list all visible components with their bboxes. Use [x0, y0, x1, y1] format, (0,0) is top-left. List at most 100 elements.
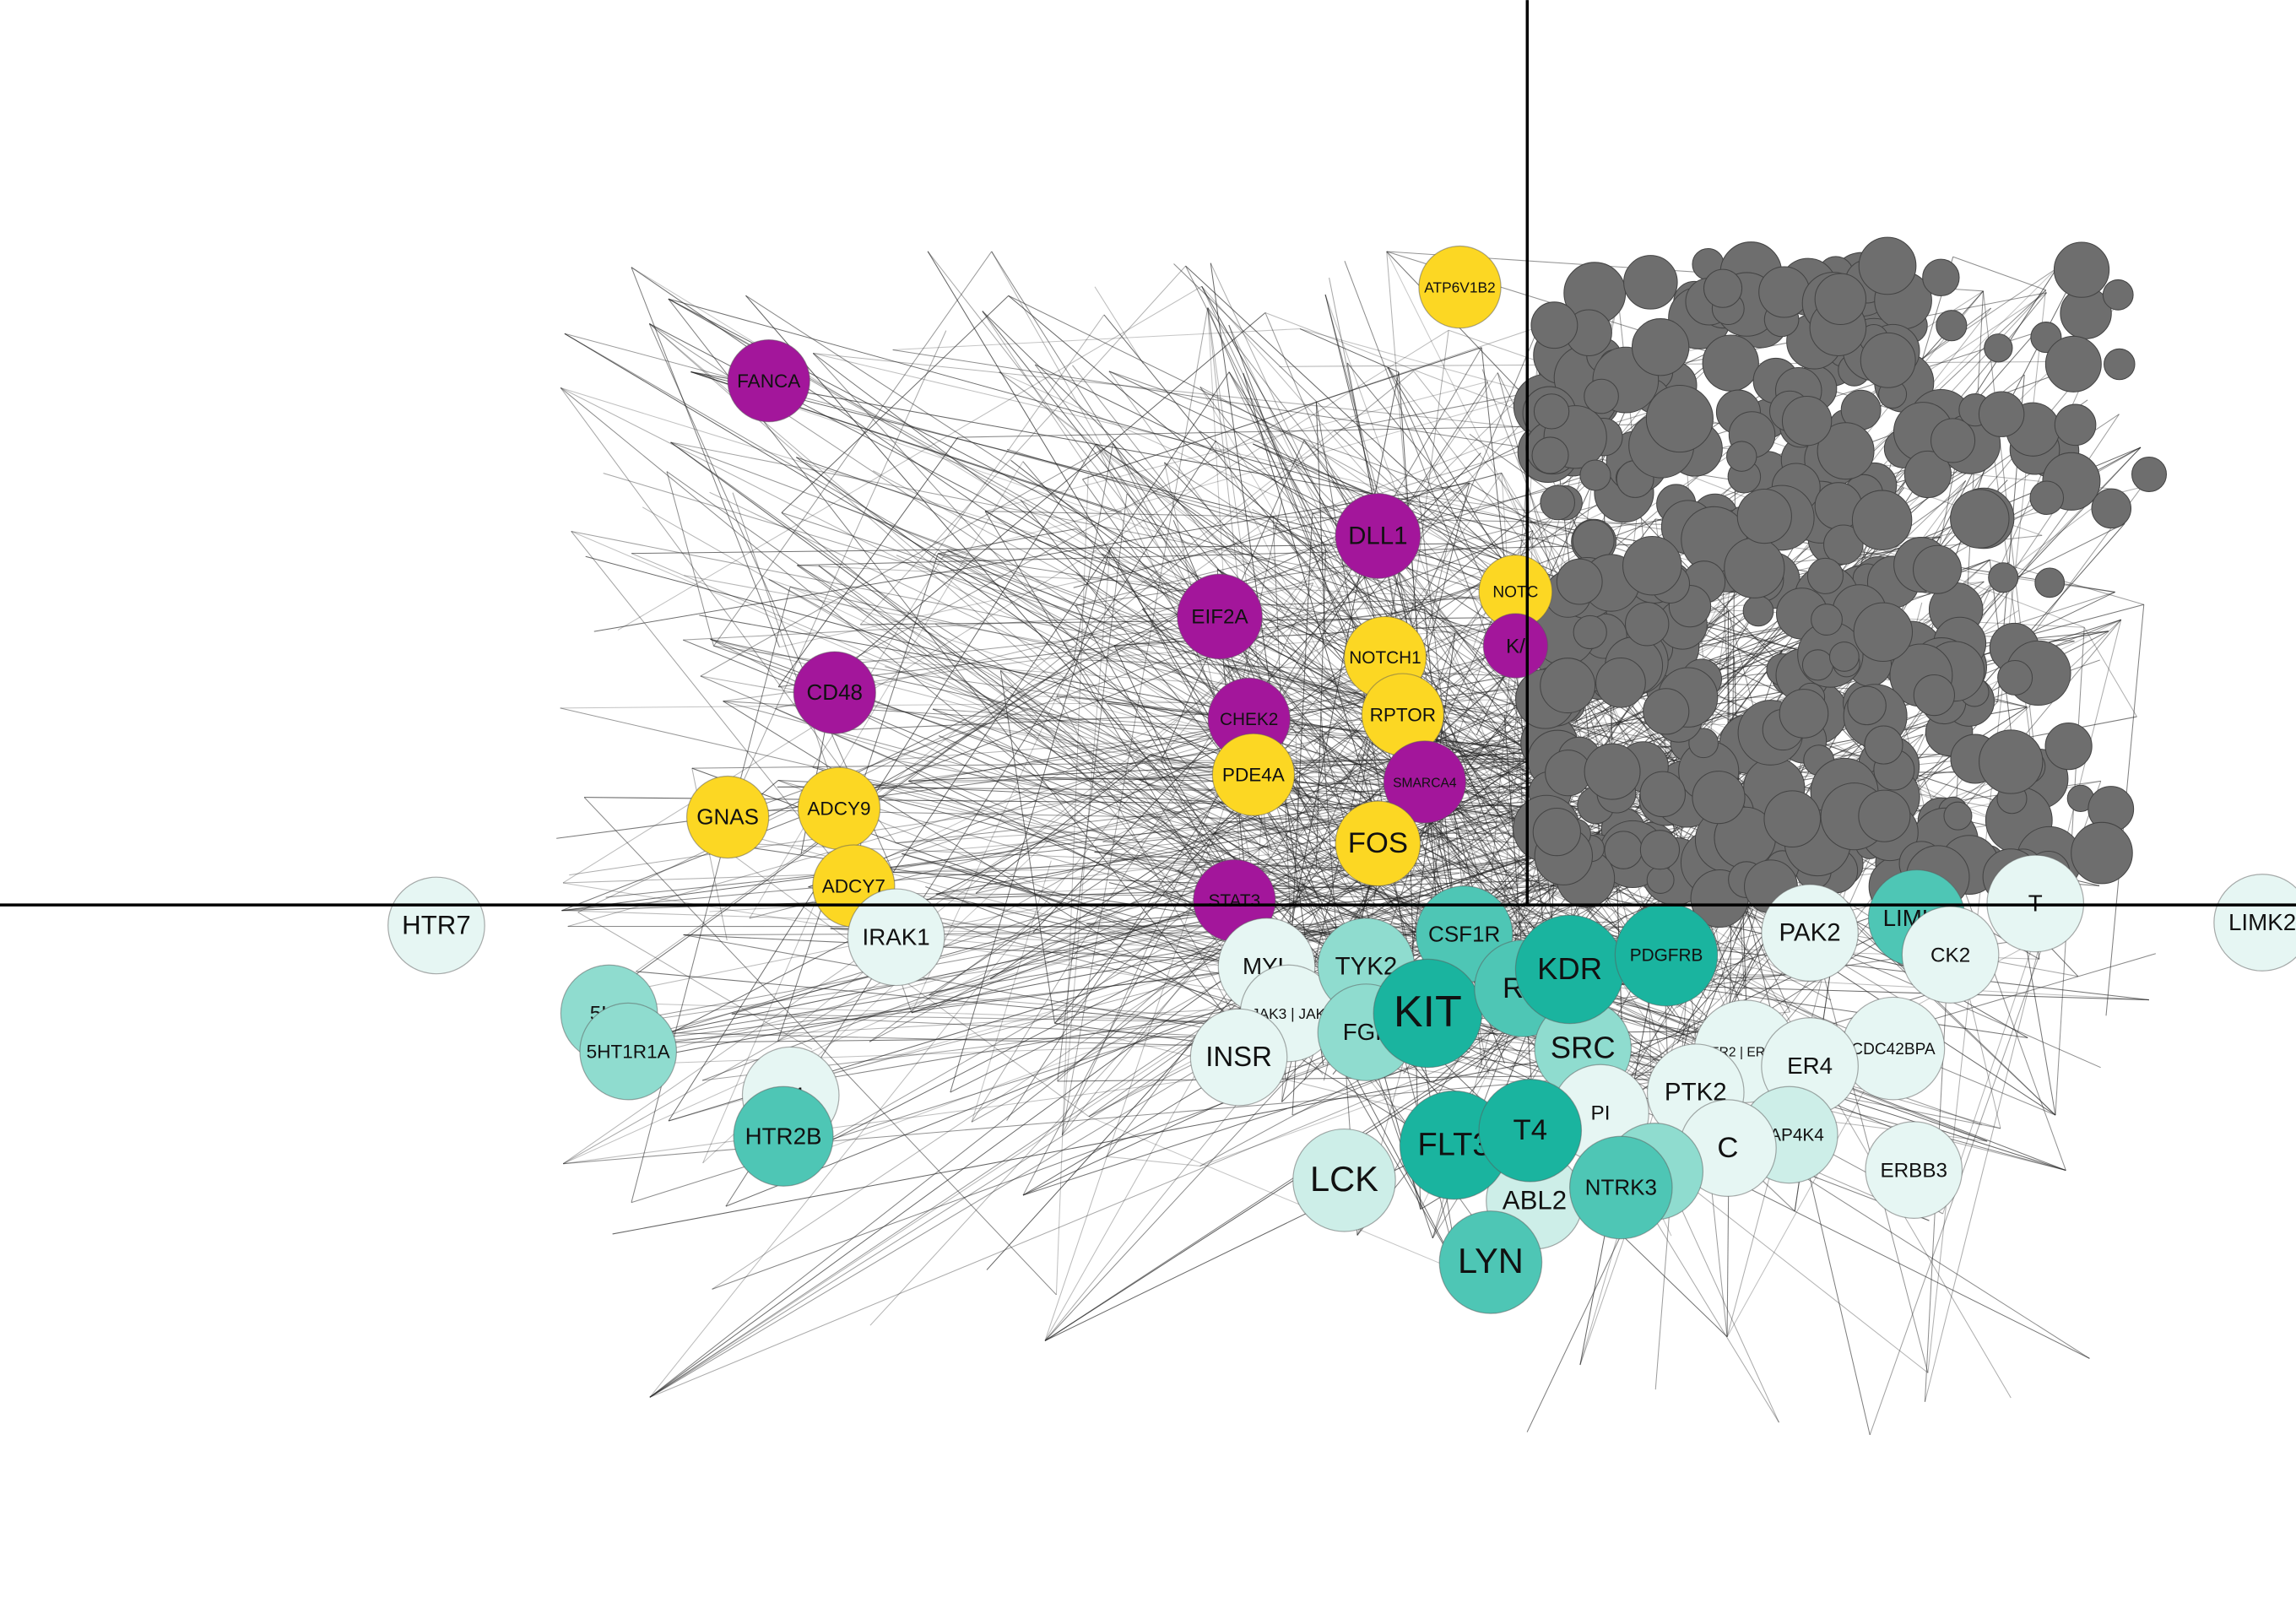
- gray-node: [1950, 489, 2010, 549]
- node-circle: [1761, 884, 1859, 982]
- edge: [713, 251, 993, 647]
- gray-node: [1930, 418, 1976, 463]
- edge: [609, 731, 1253, 1066]
- node-circle: [1482, 613, 1549, 679]
- gray-node: [1781, 396, 1833, 447]
- edge: [709, 491, 1577, 904]
- node: HTR7: [387, 876, 485, 975]
- edge: [1106, 1156, 1200, 1167]
- node: HTR2B: [733, 1085, 834, 1187]
- edge: [938, 528, 1076, 555]
- edge: [701, 994, 929, 1081]
- node: KIT: [1373, 958, 1483, 1069]
- edge: [561, 831, 1427, 912]
- node-label: T: [2028, 890, 2043, 916]
- node-label: EIF2A: [1191, 606, 1248, 629]
- node-circle: [727, 338, 810, 423]
- edge: [984, 381, 1488, 512]
- node-label: 5HT1R1A: [587, 1041, 670, 1062]
- labeled-nodes: ATP6V1B2FANCADLL1NOTCEIF2AK/NOTCH1CD48CH…: [387, 245, 2296, 1314]
- gray-node: [1742, 595, 1774, 627]
- gray-node: [1978, 391, 2025, 437]
- edge: [1088, 1116, 1459, 1272]
- edge: [1286, 778, 1659, 844]
- gray-node: [1823, 524, 1864, 566]
- edge: [1334, 292, 2047, 431]
- edge: [1297, 482, 1470, 679]
- node-label: LIMK2: [2228, 909, 2296, 935]
- node-circle: [1478, 1078, 1583, 1183]
- node-circle: [847, 888, 945, 987]
- gray-node: [1922, 258, 1960, 297]
- node-label: RPTOR: [1370, 704, 1437, 725]
- edge: [631, 267, 780, 647]
- edge: [631, 587, 791, 1203]
- node: PDE4A: [1211, 733, 1296, 816]
- gray-node: [1688, 728, 1719, 759]
- edge: [702, 495, 1420, 1164]
- node-label: NOTC: [1492, 584, 1538, 602]
- node-label: CDC42BPA: [1851, 1041, 1936, 1058]
- node-label: TYK2: [1335, 953, 1398, 981]
- node: CD48: [793, 651, 876, 734]
- edge: [631, 543, 1449, 555]
- gray-node: [1997, 659, 2033, 696]
- gray-node: [2071, 821, 2133, 885]
- node: LIMK2: [2213, 874, 2296, 972]
- edge: [1096, 443, 1532, 740]
- edge: [1032, 874, 1646, 934]
- gray-node: [1864, 725, 1903, 765]
- edge: [683, 613, 1183, 641]
- gray-node: [1811, 604, 1843, 636]
- node: NTRK3: [1568, 1135, 1673, 1240]
- gray-node: [2091, 488, 2132, 529]
- node-circle: [1292, 1128, 1396, 1232]
- edge: [1315, 402, 1326, 637]
- node-label: GNAS: [696, 804, 759, 830]
- gray-node: [1646, 866, 1675, 894]
- edge: [684, 575, 1392, 706]
- gray-node: [1814, 273, 1867, 326]
- gray-node: [2053, 241, 2110, 298]
- node-label: ADCY9: [807, 798, 870, 819]
- edge: [1139, 733, 1565, 781]
- node-label: INSR: [1205, 1041, 1272, 1072]
- edge: [1020, 499, 1332, 891]
- gray-node: [1726, 441, 1757, 472]
- node: 5HT1R1A: [579, 1002, 678, 1101]
- edge: [564, 333, 1595, 950]
- gray-node: [1724, 537, 1785, 598]
- gray-node: [1533, 393, 1570, 430]
- node-circle: [387, 876, 485, 975]
- edge: [668, 298, 1277, 1081]
- node-label: PAK2: [1779, 919, 1840, 947]
- node: ADCY9: [797, 766, 881, 850]
- edge: [1113, 645, 1173, 768]
- node-label: JAK3 | JAK: [1252, 1005, 1326, 1022]
- edge: [999, 371, 1395, 673]
- gray-node: [1631, 318, 1690, 376]
- gray-node: [1573, 614, 1607, 650]
- node-label: KIT: [1394, 988, 1462, 1037]
- edge: [1094, 286, 1144, 365]
- edge: [781, 512, 930, 562]
- edge: [649, 1004, 1598, 1398]
- gray-node: [1639, 830, 1681, 870]
- gray-node: [1988, 562, 2019, 593]
- edge: [556, 745, 1264, 839]
- gray-node: [1692, 771, 1746, 825]
- gray-node: [2029, 480, 2065, 516]
- gray-node: [1984, 333, 2013, 363]
- edge: [1484, 782, 1513, 815]
- gray-node: [1584, 378, 1619, 414]
- node-label: ATP6V1B2: [1424, 279, 1495, 295]
- edge: [745, 295, 1619, 862]
- edge: [560, 387, 1600, 915]
- gray-node: [1584, 743, 1641, 800]
- edge: [777, 436, 959, 687]
- gray-node: [1530, 301, 1578, 349]
- node-circle: [1865, 1121, 1963, 1219]
- gray-node: [1913, 544, 1962, 594]
- gray-node: [1779, 689, 1829, 739]
